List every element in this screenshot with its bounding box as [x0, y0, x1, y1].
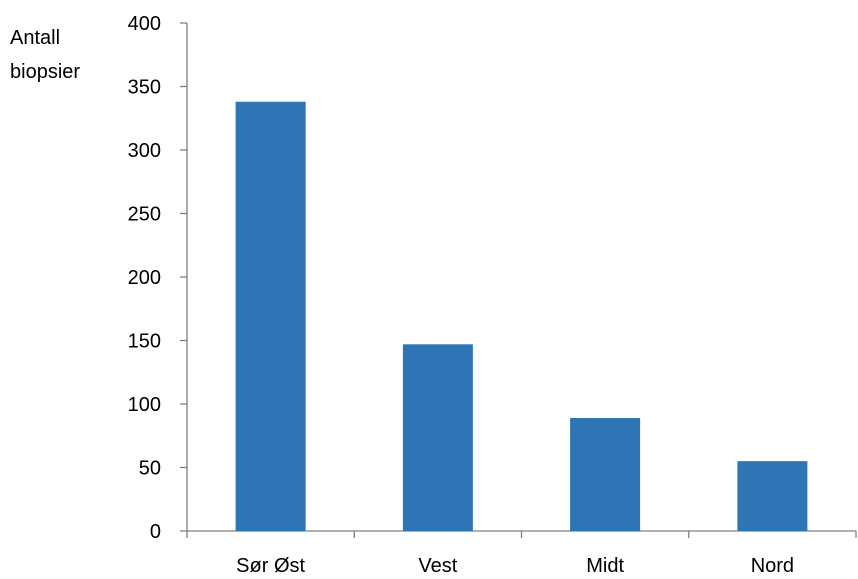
y-tick-label: 100: [128, 394, 161, 416]
bar-sør-øst: [235, 101, 306, 532]
y-axis-title: Antall biopsier: [10, 27, 80, 83]
y-tick-label: 0: [150, 521, 161, 543]
x-tick-label: Nord: [751, 555, 794, 577]
y-tick-label: 200: [128, 267, 161, 289]
y-tick-label: 400: [128, 13, 161, 35]
y-axis-title-line-2: biopsier: [10, 61, 80, 83]
y-tick-labels: 0 50 100 150 200 250 300 350 400: [128, 13, 161, 543]
bar-vest: [402, 344, 473, 531]
y-tick-label: 300: [128, 140, 161, 162]
y-tick-label: 350: [128, 77, 161, 99]
y-axis-title-line-1: Antall: [10, 27, 60, 49]
y-tick-label: 150: [128, 331, 161, 353]
bar-nord: [737, 461, 808, 531]
bar-midt: [570, 417, 641, 531]
y-tick-label: 250: [128, 204, 161, 226]
y-tick-label: 50: [139, 458, 161, 480]
bars: [235, 101, 808, 532]
x-tick-label: Sør Øst: [236, 555, 305, 577]
x-tick-labels: Sør Øst Vest Midt Nord: [236, 555, 794, 577]
x-tick-label: Vest: [418, 555, 457, 577]
x-tick-label: Midt: [586, 555, 624, 577]
